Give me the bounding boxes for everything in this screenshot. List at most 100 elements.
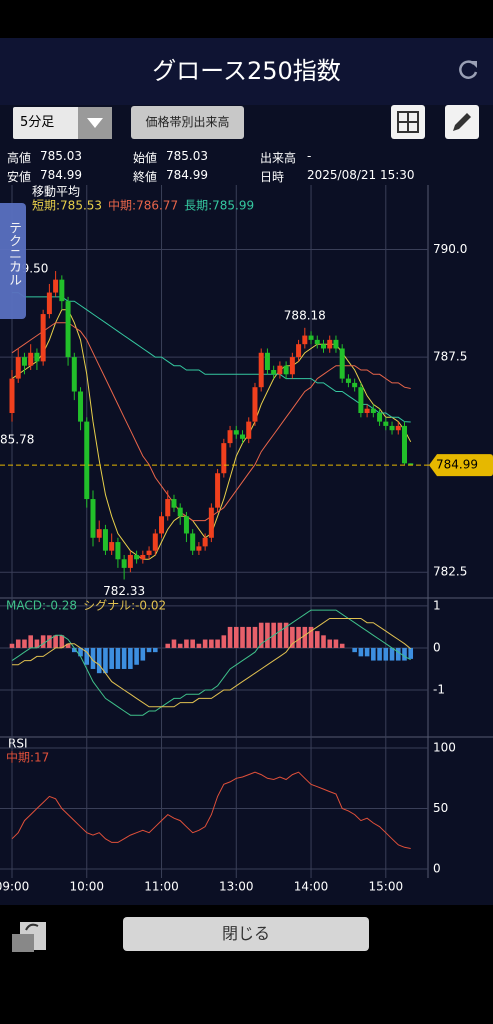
histogram-bar	[121, 647, 127, 669]
low-annotation: 85.78	[0, 433, 34, 447]
histogram-bar	[90, 647, 96, 669]
low-label: 782.33	[103, 584, 145, 598]
histogram-bar	[15, 639, 21, 648]
legend-entry: 短期:785.53	[32, 199, 102, 213]
histogram-bar	[202, 639, 208, 648]
candle-body	[314, 339, 320, 345]
layout-button[interactable]	[391, 105, 425, 139]
series-line	[11, 609, 411, 716]
x-tick-label: 09:00	[0, 880, 29, 894]
histogram-bar	[221, 635, 227, 648]
candle-body	[296, 344, 302, 358]
technical-tab[interactable]: テクニカル	[0, 203, 26, 319]
info-value: 785.03	[166, 149, 208, 163]
y-tick-label: -1	[433, 683, 445, 697]
histogram-bar	[146, 647, 152, 653]
histogram-bar	[96, 647, 102, 674]
histogram-bar	[258, 622, 264, 648]
histogram-bar	[9, 643, 15, 648]
candle-body	[196, 546, 202, 551]
histogram-bar	[358, 647, 364, 657]
legend-entry: 中期:786.77	[108, 198, 178, 213]
candle-body	[159, 516, 165, 534]
histogram-bar	[321, 635, 326, 648]
histogram-bar	[65, 643, 71, 648]
candle-body	[102, 529, 108, 551]
histogram-bar	[296, 626, 301, 648]
histogram-bar	[209, 639, 214, 648]
histogram-bar	[53, 635, 58, 648]
candle-body	[289, 357, 295, 375]
y-tick-label: 100	[433, 740, 456, 754]
refresh-icon[interactable]	[455, 57, 481, 83]
histogram-bar	[364, 647, 370, 657]
legend-entry: 中期:17	[6, 750, 49, 765]
histogram-bar	[327, 639, 333, 648]
candle-body	[121, 559, 127, 568]
candle-body	[21, 357, 27, 366]
candle-body	[165, 499, 171, 517]
histogram-bar	[152, 647, 158, 653]
candle-body	[221, 443, 227, 474]
histogram-bar	[59, 635, 65, 648]
candle-body	[177, 507, 183, 517]
histogram-bar	[377, 647, 382, 661]
info-label: 始値	[133, 151, 158, 165]
histogram-bar	[190, 639, 195, 648]
candle-body	[364, 408, 370, 414]
candle-body	[345, 378, 351, 383]
ma-title: 移動平均	[32, 185, 80, 199]
volume-profile-button[interactable]: 価格帯別出来高	[131, 106, 244, 139]
x-tick-label: 15:00	[369, 880, 404, 894]
candle-body	[401, 425, 407, 464]
legend-entry: シグナル:-0.02	[83, 599, 166, 613]
rotate-icon[interactable]	[12, 918, 48, 952]
x-tick-label: 10:00	[69, 880, 104, 894]
candle-body	[96, 529, 102, 538]
legend-entry: 長期:785.99	[184, 199, 254, 213]
dropdown-arrow[interactable]	[78, 107, 112, 139]
info-value: 785.03	[40, 149, 82, 163]
candle-body	[327, 339, 333, 349]
candle-body	[383, 421, 389, 426]
current-price-tag	[429, 454, 493, 477]
histogram-bar	[227, 626, 233, 648]
legend-entry: MACD:-0.28	[6, 599, 77, 613]
candle-body	[227, 430, 233, 444]
pencil-icon	[453, 113, 471, 131]
histogram-bar	[383, 647, 389, 661]
rsi-title: RSI	[8, 737, 28, 751]
histogram-bar	[389, 647, 395, 661]
candle-body	[321, 344, 326, 349]
histogram-bar	[371, 647, 376, 661]
candle-body	[46, 292, 52, 315]
candle-body	[183, 516, 189, 534]
y-tick-label: 1	[433, 598, 441, 612]
histogram-bar	[290, 626, 295, 648]
candle-body	[190, 533, 196, 551]
grid-icon	[397, 111, 419, 133]
histogram-bar	[283, 622, 289, 648]
histogram-bar	[171, 639, 177, 648]
candle-body	[127, 554, 133, 568]
candle-body	[171, 499, 177, 508]
histogram-bar	[333, 639, 339, 648]
histogram-bar	[252, 626, 258, 648]
candle-body	[90, 499, 96, 538]
y-tick-label: 0	[433, 640, 441, 654]
draw-button[interactable]	[445, 105, 479, 139]
header-bar	[0, 38, 493, 105]
histogram-bar	[314, 631, 320, 648]
candle-body	[333, 339, 339, 349]
histogram-bar	[308, 626, 314, 648]
close-button[interactable]: 閉じる	[123, 917, 369, 951]
candle-body	[202, 537, 208, 547]
candle-body	[152, 533, 158, 551]
histogram-bar	[402, 647, 407, 661]
chart-background	[0, 105, 493, 905]
candle-body	[59, 279, 65, 302]
histogram-bar	[115, 647, 121, 669]
histogram-bar	[277, 622, 283, 648]
candle-body	[9, 378, 15, 414]
